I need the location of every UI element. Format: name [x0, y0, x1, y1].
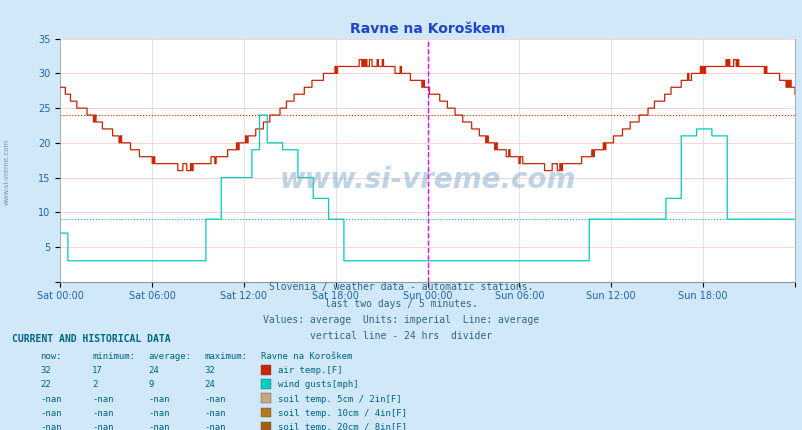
Text: soil temp. 5cm / 2in[F]: soil temp. 5cm / 2in[F]: [277, 395, 401, 404]
Text: -nan: -nan: [148, 423, 170, 430]
Text: soil temp. 20cm / 8in[F]: soil temp. 20cm / 8in[F]: [277, 423, 407, 430]
Text: soil temp. 10cm / 4in[F]: soil temp. 10cm / 4in[F]: [277, 409, 407, 418]
Text: 32: 32: [205, 366, 215, 375]
Text: 32: 32: [40, 366, 51, 375]
Text: now:: now:: [40, 352, 62, 361]
Title: Ravne na Koroškem: Ravne na Koroškem: [350, 22, 504, 36]
Text: 2: 2: [92, 381, 98, 390]
Text: www.si-vreme.com: www.si-vreme.com: [279, 166, 575, 194]
Text: -nan: -nan: [205, 395, 226, 404]
Text: Ravne na Koroškem: Ravne na Koroškem: [261, 352, 352, 361]
Text: Slovenia / weather data - automatic stations.: Slovenia / weather data - automatic stat…: [269, 282, 533, 292]
Text: -nan: -nan: [205, 409, 226, 418]
Text: www.si-vreme.com: www.si-vreme.com: [3, 139, 10, 205]
Text: CURRENT AND HISTORICAL DATA: CURRENT AND HISTORICAL DATA: [12, 334, 171, 344]
Text: -nan: -nan: [92, 409, 114, 418]
Text: air temp.[F]: air temp.[F]: [277, 366, 342, 375]
Text: -nan: -nan: [40, 423, 62, 430]
Text: -nan: -nan: [92, 395, 114, 404]
Text: -nan: -nan: [148, 409, 170, 418]
Text: -nan: -nan: [148, 395, 170, 404]
Text: 17: 17: [92, 366, 103, 375]
Text: -nan: -nan: [40, 395, 62, 404]
Text: maximum:: maximum:: [205, 352, 248, 361]
Text: vertical line - 24 hrs  divider: vertical line - 24 hrs divider: [310, 331, 492, 341]
Text: 22: 22: [40, 381, 51, 390]
Text: 9: 9: [148, 381, 154, 390]
Text: average:: average:: [148, 352, 192, 361]
Text: -nan: -nan: [40, 409, 62, 418]
Text: minimum:: minimum:: [92, 352, 136, 361]
Text: last two days / 5 minutes.: last two days / 5 minutes.: [325, 298, 477, 309]
Text: 24: 24: [205, 381, 215, 390]
Text: 24: 24: [148, 366, 159, 375]
Text: Values: average  Units: imperial  Line: average: Values: average Units: imperial Line: av…: [263, 315, 539, 325]
Text: -nan: -nan: [205, 423, 226, 430]
Text: wind gusts[mph]: wind gusts[mph]: [277, 381, 358, 390]
Text: -nan: -nan: [92, 423, 114, 430]
